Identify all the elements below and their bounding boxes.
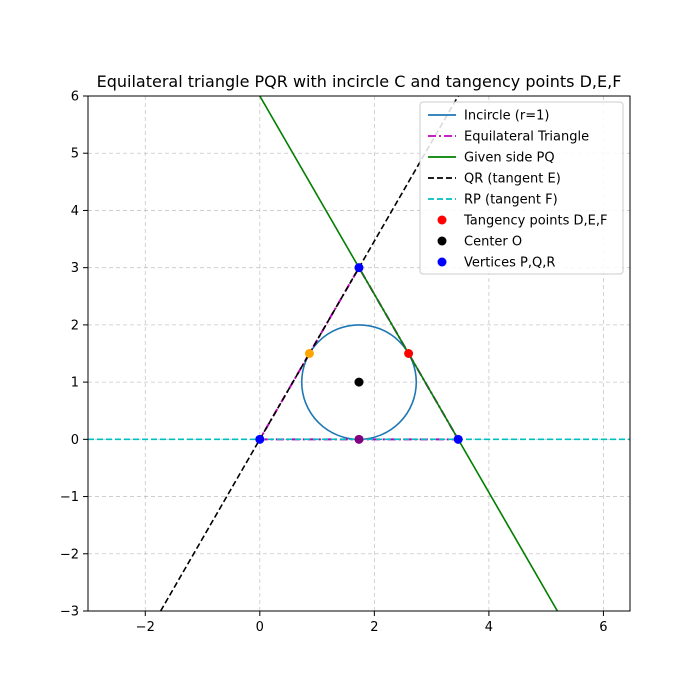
legend-label: Tangency points D,E,F [463,214,607,229]
y-tick-label: 1 [71,376,79,391]
scatter-point [453,434,463,444]
legend-label: Center O [464,235,522,250]
y-tick-label: −3 [60,605,79,620]
legend-label: Incircle (r=1) [464,109,549,124]
y-tick-label: −1 [60,490,79,505]
axis-ticks: −2 0 2 4 6 −3 −2 −1 0 1 2 3 4 5 6 [60,90,608,636]
y-tick-label: 0 [71,433,79,448]
legend-swatch-marker [437,236,447,246]
y-tick-label: 4 [71,204,79,219]
x-tick-label: 4 [485,620,493,635]
x-tick-label: 2 [370,620,378,635]
x-tick-label: 0 [256,620,264,635]
legend: Incircle (r=1) Equilateral Triangle Given … [419,101,624,275]
scatter-point [255,434,265,444]
legend-label: Equilateral Triangle [464,130,589,145]
y-tick-label: 5 [71,147,79,162]
y-tick-label: −2 [60,547,79,562]
y-tick-label: 2 [71,318,79,333]
legend-label: Vertices P,Q,R [464,256,555,271]
legend-box [419,101,624,275]
legend-label: QR (tangent E) [464,172,561,187]
x-tick-label: 6 [599,620,607,635]
scatter-point [404,349,414,358]
legend-label: Given side PQ [464,151,555,166]
y-tick-label: 3 [71,261,79,276]
scatter-point [354,263,364,273]
legend-swatch-marker [437,257,447,267]
axes-frame [87,95,631,612]
plot-area [88,96,630,611]
y-tick-label: 6 [71,90,79,105]
legend-label: RP (tangent F) [464,193,558,208]
extra-point [354,434,364,444]
chart-title: Equilateral triangle PQR with incircle C… [97,72,622,91]
x-tick-label: −2 [136,620,155,635]
extra-point [304,349,314,358]
legend-swatch-marker [437,215,447,225]
scatter-point [354,377,364,387]
